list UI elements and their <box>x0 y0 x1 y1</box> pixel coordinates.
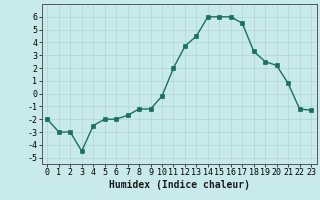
X-axis label: Humidex (Indice chaleur): Humidex (Indice chaleur) <box>109 180 250 190</box>
